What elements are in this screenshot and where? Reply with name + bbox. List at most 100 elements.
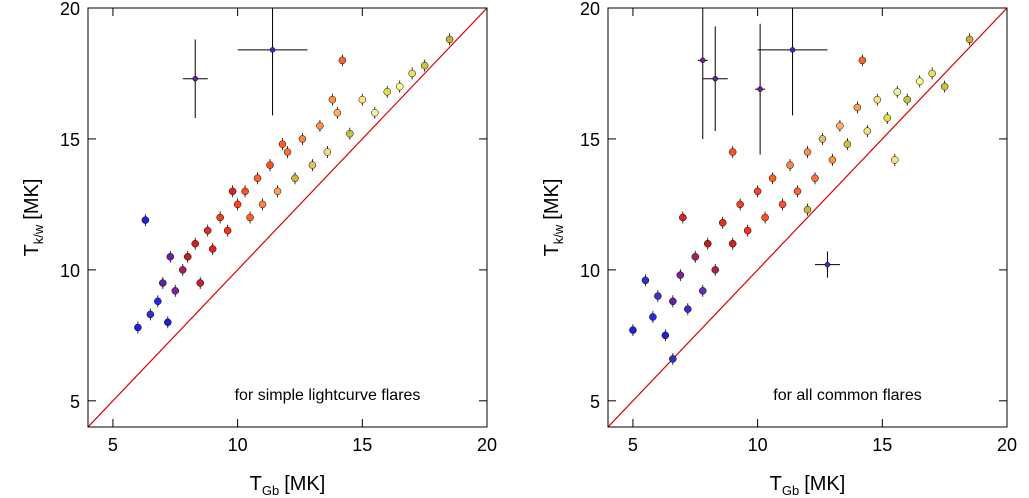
- label-main: T: [541, 244, 563, 256]
- point: [669, 355, 677, 363]
- point: [166, 253, 175, 261]
- point: [184, 253, 192, 261]
- label-unit: [MK]: [21, 179, 43, 220]
- point: [445, 35, 454, 44]
- point: [358, 95, 367, 104]
- point: [793, 187, 802, 196]
- point: [283, 148, 292, 156]
- point: [395, 82, 404, 91]
- x-axis-label: TGb [MK]: [770, 473, 846, 498]
- label-sub: Gb: [782, 483, 799, 498]
- point: [266, 161, 274, 169]
- point: [179, 266, 187, 274]
- point: [661, 331, 670, 340]
- point: [761, 213, 769, 222]
- point: [786, 161, 794, 169]
- point: [253, 174, 262, 182]
- point: [768, 174, 777, 182]
- y-tick-label: 10: [60, 261, 80, 281]
- point: [891, 156, 899, 164]
- point: [743, 226, 752, 235]
- point: [228, 187, 237, 196]
- point: [208, 245, 217, 253]
- point: [858, 56, 867, 65]
- label-unit: [MK]: [804, 473, 845, 495]
- point: [154, 297, 162, 306]
- point: [323, 148, 332, 156]
- point: [258, 200, 267, 209]
- point: [420, 61, 429, 70]
- y-tick-label: 15: [580, 130, 600, 150]
- y-tick-label: 10: [580, 261, 600, 281]
- point: [928, 69, 936, 78]
- error-point: [712, 75, 718, 82]
- point: [346, 129, 354, 138]
- point: [728, 239, 737, 248]
- error-point: [192, 75, 198, 82]
- y-tick-label: 20: [60, 0, 80, 19]
- point: [669, 297, 677, 306]
- point: [711, 266, 719, 274]
- label-sub: k/w: [31, 224, 46, 244]
- label-main: T: [21, 244, 43, 256]
- point: [803, 148, 812, 156]
- x-tick-label: 10: [228, 435, 248, 455]
- point: [679, 213, 687, 222]
- y-tick-label: 20: [580, 0, 600, 19]
- y-tick-label: 15: [60, 130, 80, 150]
- label-unit: [MK]: [541, 179, 563, 220]
- point: [383, 88, 391, 96]
- point: [676, 271, 685, 279]
- point: [159, 279, 167, 287]
- point: [883, 114, 892, 122]
- point: [141, 216, 150, 224]
- error-point: [269, 47, 276, 53]
- point: [699, 287, 707, 295]
- point: [203, 226, 212, 235]
- x-tick-label: 5: [628, 435, 638, 455]
- point: [134, 323, 142, 332]
- y-axis-label: Tk/w [MK]: [21, 179, 46, 257]
- panel: 5 10 15 20 5 10 15 20 for simple lightcurve flar…: [21, 0, 497, 498]
- point: [836, 122, 844, 130]
- x-tick-label: 15: [352, 435, 372, 455]
- error-point: [700, 57, 706, 64]
- plot-area: [608, 8, 1007, 427]
- point: [223, 226, 232, 235]
- label-unit: [MK]: [284, 473, 325, 495]
- point: [316, 122, 324, 130]
- point: [915, 77, 924, 86]
- frame: [607, 7, 1008, 428]
- point: [684, 305, 692, 313]
- x-tick-label: 10: [748, 435, 768, 455]
- plot-area: [88, 8, 487, 427]
- point: [873, 95, 882, 104]
- point: [853, 103, 862, 112]
- point: [940, 82, 949, 91]
- point: [903, 95, 911, 104]
- point: [408, 69, 416, 78]
- point: [216, 213, 224, 222]
- point: [736, 200, 744, 209]
- point: [278, 140, 287, 148]
- point: [146, 310, 155, 319]
- point: [273, 187, 282, 196]
- point: [753, 187, 762, 196]
- point: [704, 239, 712, 248]
- error-point: [789, 47, 796, 53]
- label-sub: k/w: [551, 224, 566, 244]
- annotation: for all common flares: [773, 387, 922, 404]
- label-sub: Gb: [262, 483, 279, 498]
- label-main: T: [250, 473, 262, 495]
- error-point: [757, 86, 763, 92]
- point: [718, 218, 727, 227]
- point: [728, 148, 737, 156]
- x-tick-label: 5: [108, 435, 118, 455]
- x-tick-label: 15: [872, 435, 892, 455]
- point: [171, 287, 180, 295]
- point: [246, 213, 254, 222]
- point: [818, 135, 827, 143]
